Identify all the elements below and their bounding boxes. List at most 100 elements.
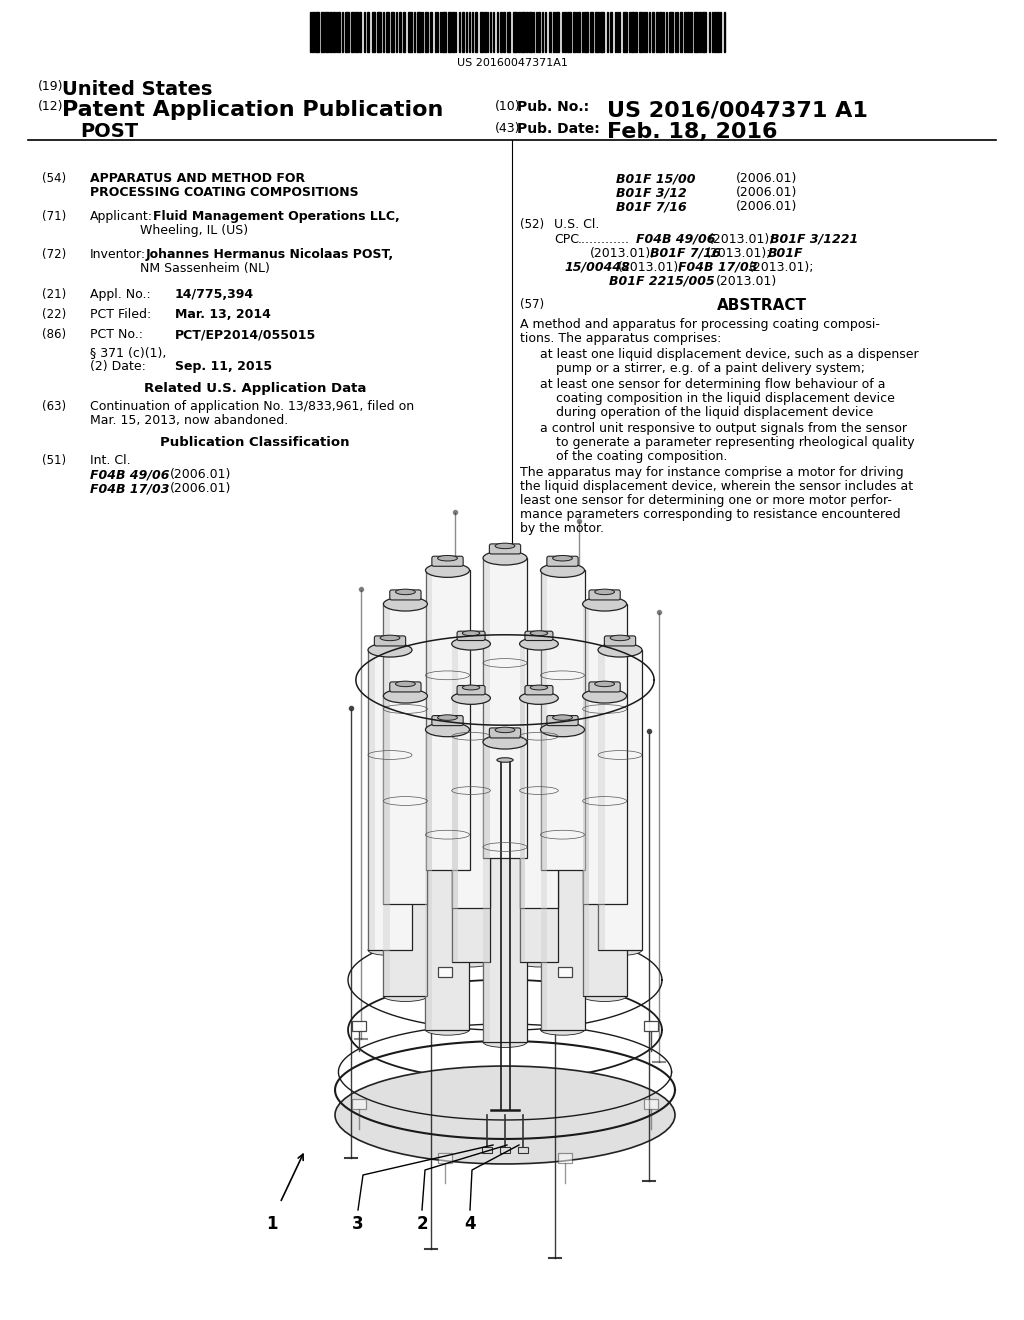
Text: to generate a parameter representing rheological quality: to generate a parameter representing rhe… bbox=[556, 436, 914, 449]
FancyBboxPatch shape bbox=[589, 682, 621, 692]
Bar bbox=[315, 12, 319, 51]
Bar bbox=[391, 12, 394, 51]
Text: (2013.01);: (2013.01); bbox=[749, 261, 814, 275]
Ellipse shape bbox=[610, 635, 630, 640]
Bar bbox=[368, 649, 375, 950]
Text: of the coating composition.: of the coating composition. bbox=[556, 450, 727, 463]
Bar bbox=[519, 698, 525, 962]
Bar bbox=[567, 12, 571, 51]
FancyBboxPatch shape bbox=[489, 727, 520, 738]
Ellipse shape bbox=[583, 597, 627, 611]
Ellipse shape bbox=[553, 715, 572, 721]
Text: Applicant:: Applicant: bbox=[90, 210, 153, 223]
Bar bbox=[417, 12, 421, 51]
Text: pump or a stirrer, e.g. of a paint delivery system;: pump or a stirrer, e.g. of a paint deliv… bbox=[556, 362, 865, 375]
Text: NM Sassenheim (NL): NM Sassenheim (NL) bbox=[140, 261, 270, 275]
Bar bbox=[426, 570, 432, 870]
Text: (72): (72) bbox=[42, 248, 67, 261]
Bar bbox=[595, 12, 599, 51]
Bar bbox=[386, 12, 389, 51]
Bar bbox=[694, 12, 698, 51]
Bar bbox=[452, 644, 490, 908]
Bar bbox=[330, 12, 332, 51]
Ellipse shape bbox=[437, 715, 458, 721]
Text: PCT No.:: PCT No.: bbox=[90, 327, 143, 341]
Text: by the motor.: by the motor. bbox=[520, 521, 604, 535]
Text: Pub. Date:: Pub. Date: bbox=[517, 121, 600, 136]
FancyBboxPatch shape bbox=[589, 590, 621, 601]
Bar bbox=[399, 12, 401, 51]
Text: (19): (19) bbox=[38, 81, 63, 92]
Bar bbox=[680, 12, 682, 51]
Bar bbox=[639, 12, 642, 51]
Bar bbox=[426, 730, 432, 1030]
Text: (2013.01): (2013.01) bbox=[716, 275, 777, 288]
Text: United States: United States bbox=[62, 81, 212, 99]
Text: Int. Cl.: Int. Cl. bbox=[90, 454, 131, 467]
Ellipse shape bbox=[426, 564, 469, 577]
Bar bbox=[714, 12, 716, 51]
Bar bbox=[425, 12, 428, 51]
FancyBboxPatch shape bbox=[547, 715, 579, 726]
Bar bbox=[377, 12, 381, 51]
Text: (57): (57) bbox=[520, 298, 544, 312]
Ellipse shape bbox=[452, 957, 490, 968]
FancyBboxPatch shape bbox=[547, 556, 579, 566]
Ellipse shape bbox=[583, 899, 627, 909]
Ellipse shape bbox=[452, 692, 490, 705]
Text: The apparatus may for instance comprise a motor for driving: The apparatus may for instance comprise … bbox=[520, 466, 903, 479]
Bar bbox=[372, 12, 375, 51]
Ellipse shape bbox=[383, 597, 427, 611]
Text: B01F: B01F bbox=[768, 247, 804, 260]
Ellipse shape bbox=[519, 957, 558, 968]
Bar bbox=[631, 12, 634, 51]
Bar bbox=[687, 12, 689, 51]
Bar bbox=[333, 12, 335, 51]
Text: (2006.01): (2006.01) bbox=[736, 172, 798, 185]
Text: F04B 17/03: F04B 17/03 bbox=[678, 261, 758, 275]
Ellipse shape bbox=[541, 722, 585, 737]
Text: B01F 3/12: B01F 3/12 bbox=[616, 186, 687, 199]
Text: 1: 1 bbox=[266, 1214, 278, 1233]
Bar bbox=[480, 12, 483, 51]
Text: PCT Filed:: PCT Filed: bbox=[90, 308, 152, 321]
Bar bbox=[500, 1147, 510, 1152]
Bar bbox=[430, 12, 432, 51]
Text: 3: 3 bbox=[352, 1214, 364, 1233]
Text: tions. The apparatus comprises:: tions. The apparatus comprises: bbox=[520, 333, 721, 345]
Ellipse shape bbox=[530, 685, 548, 690]
Text: B01F 2215/005: B01F 2215/005 bbox=[609, 275, 715, 288]
Ellipse shape bbox=[395, 589, 416, 594]
Text: F04B 49/06: F04B 49/06 bbox=[90, 469, 170, 480]
Text: Fluid Management Operations LLC,: Fluid Management Operations LLC, bbox=[153, 210, 399, 223]
Ellipse shape bbox=[598, 945, 642, 956]
Text: (63): (63) bbox=[42, 400, 67, 413]
Bar bbox=[368, 649, 412, 950]
Ellipse shape bbox=[395, 681, 416, 686]
Text: (43): (43) bbox=[495, 121, 520, 135]
Bar bbox=[583, 696, 627, 997]
Text: Sep. 11, 2015: Sep. 11, 2015 bbox=[175, 360, 272, 374]
Text: (71): (71) bbox=[42, 210, 67, 223]
Bar bbox=[321, 12, 324, 51]
Text: Mar. 13, 2014: Mar. 13, 2014 bbox=[175, 308, 271, 321]
Text: Mar. 15, 2013, now abandoned.: Mar. 15, 2013, now abandoned. bbox=[90, 414, 288, 426]
Ellipse shape bbox=[497, 758, 513, 762]
Bar bbox=[659, 12, 662, 51]
Text: (12): (12) bbox=[38, 100, 63, 114]
Text: Continuation of application No. 13/833,961, filed on: Continuation of application No. 13/833,9… bbox=[90, 400, 414, 413]
Text: US 2016/0047371 A1: US 2016/0047371 A1 bbox=[607, 100, 868, 120]
Ellipse shape bbox=[595, 681, 614, 686]
Ellipse shape bbox=[583, 689, 627, 704]
FancyBboxPatch shape bbox=[432, 556, 463, 566]
Text: (52): (52) bbox=[520, 218, 544, 231]
Text: POST: POST bbox=[80, 121, 138, 141]
Bar bbox=[355, 12, 358, 51]
Bar bbox=[437, 966, 452, 977]
Bar bbox=[644, 1098, 658, 1109]
Text: PROCESSING COATING COMPOSITIONS: PROCESSING COATING COMPOSITIONS bbox=[90, 186, 358, 199]
Bar bbox=[526, 12, 528, 51]
Ellipse shape bbox=[553, 556, 572, 561]
Text: Feb. 18, 2016: Feb. 18, 2016 bbox=[607, 121, 777, 143]
Ellipse shape bbox=[426, 722, 469, 737]
